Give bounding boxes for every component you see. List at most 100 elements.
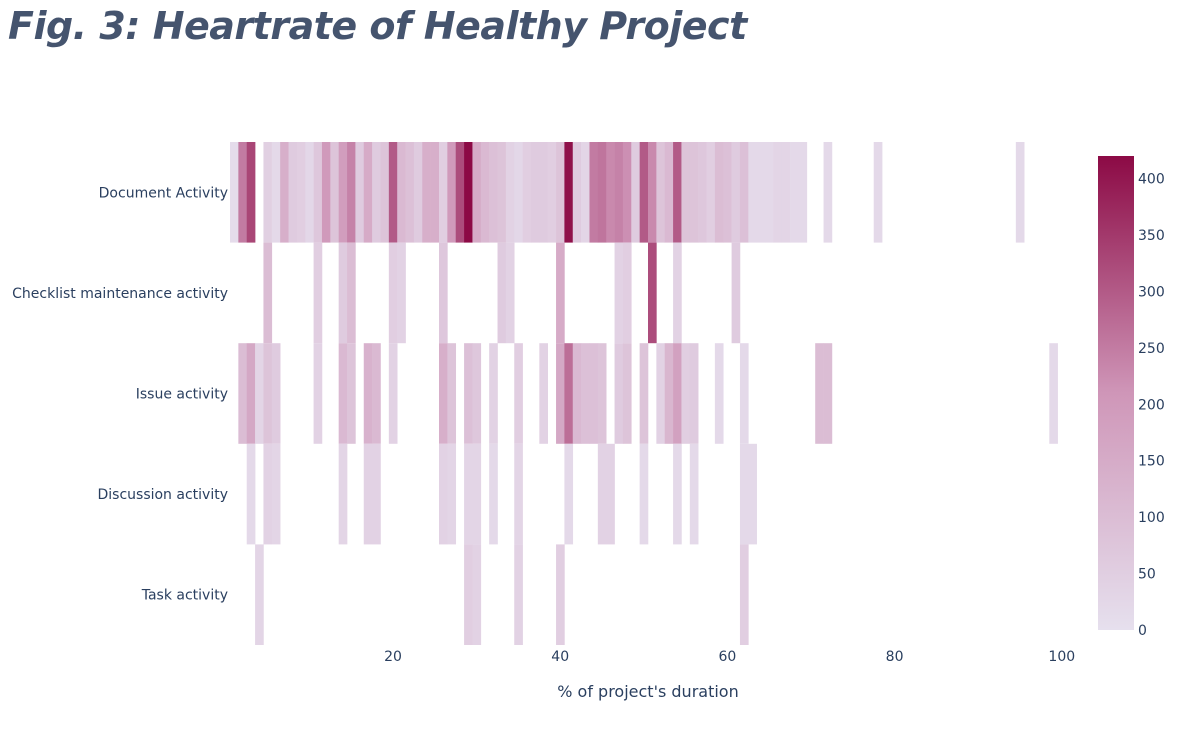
heatmap-cell <box>614 343 624 444</box>
heatmap-cell <box>464 142 473 243</box>
colorbar-tick-label: 150 <box>1138 454 1165 470</box>
heatmap-cell <box>823 343 833 444</box>
heatmap-cell <box>447 142 457 243</box>
heatmap-cell <box>547 142 557 243</box>
heatmap-cell <box>673 142 682 243</box>
colorbar-tick-label: 350 <box>1138 228 1165 244</box>
colorbar-tick-label: 0 <box>1138 623 1147 639</box>
heatmap-cell <box>430 142 440 243</box>
heatmap-cell <box>313 242 323 344</box>
heatmap-cell <box>363 443 373 545</box>
heatmap-cell <box>372 443 381 545</box>
y-axis-tick-labels: Document Activity Checklist maintenance a… <box>12 185 228 603</box>
x-tick-label: 40 <box>551 649 569 665</box>
heatmap-cell <box>539 142 548 243</box>
heatmap-cell <box>505 242 515 344</box>
heatmap-cell <box>1049 343 1058 444</box>
colorbar-tick-label: 100 <box>1138 510 1165 526</box>
heatmap-cell <box>263 443 273 545</box>
heatmap-cell <box>673 343 682 444</box>
heatmap-cell <box>464 343 473 444</box>
heatmap-cell <box>246 443 256 545</box>
heatmap-cell <box>664 343 674 444</box>
heatmap-cell <box>347 142 356 243</box>
heatmap-cell <box>581 142 590 243</box>
heatmap-cell <box>589 142 599 243</box>
plot-area <box>230 142 1058 645</box>
x-tick-label: 100 <box>1048 649 1075 665</box>
heatmap-cell <box>739 443 749 545</box>
heatmap-cell <box>489 343 498 444</box>
heatmap-cell <box>656 142 666 243</box>
heatmap-cell <box>238 142 248 243</box>
heatmap-cell <box>296 142 306 243</box>
heatmap-cell <box>514 142 523 243</box>
x-tick-label: 80 <box>886 649 904 665</box>
heatmap-cell <box>472 343 482 444</box>
heatmap-cell <box>564 343 574 444</box>
heatmap-cell <box>338 443 348 545</box>
heatmap-cell <box>347 343 356 444</box>
heatmap-cell <box>631 142 640 243</box>
heatmap-cell <box>439 142 448 243</box>
heatmap-cell <box>355 142 365 243</box>
heatmap-cell <box>305 142 314 243</box>
heatmap-cell <box>388 242 398 344</box>
heatmap-cell <box>522 142 532 243</box>
heatmap-cell <box>798 142 808 243</box>
heatmap-cell <box>514 443 523 545</box>
heatmap-cell <box>397 142 406 243</box>
heatmap-cell <box>246 142 256 243</box>
colorbar-tick-label: 250 <box>1138 341 1165 357</box>
heatmap-cell <box>673 242 682 344</box>
heatmap-cell <box>739 343 749 444</box>
x-tick-label: 60 <box>718 649 736 665</box>
heatmap-cell <box>748 142 757 243</box>
heatmap-cell <box>439 242 448 344</box>
heatmap-cell <box>614 142 624 243</box>
heatmap-cell <box>489 142 498 243</box>
heatmap-cell <box>731 142 741 243</box>
heatmap-cell <box>714 343 724 444</box>
heatmap-cell <box>347 242 356 344</box>
heatmap-cell <box>280 142 289 243</box>
heatmap-cell <box>873 142 883 243</box>
heatmap-cell <box>255 544 264 645</box>
heatmap-cell <box>246 343 256 444</box>
heatmap-cell <box>313 142 323 243</box>
heatmap-cell <box>255 343 264 444</box>
heatmap-cell <box>372 142 381 243</box>
heatmap-cell <box>455 142 465 243</box>
heatmap-cell <box>781 142 791 243</box>
heatmap-cell <box>606 142 615 243</box>
heatmap-cell <box>589 343 599 444</box>
heatmap-cell <box>790 142 799 243</box>
heatmap-cell <box>748 443 757 545</box>
heatmap-cell <box>581 343 590 444</box>
heatmap-cell <box>622 343 632 444</box>
x-tick-label: 20 <box>384 649 402 665</box>
heatmap-cell <box>472 544 482 645</box>
heatmap-cell <box>363 142 373 243</box>
heatmap-cell <box>648 142 657 243</box>
heatmap-cell <box>472 443 482 545</box>
heatmap-cell <box>497 142 507 243</box>
heatmap-cell <box>238 343 248 444</box>
heatmap-cell <box>597 142 607 243</box>
heatmap-cell <box>439 343 448 444</box>
colorbar-tick-label: 300 <box>1138 284 1165 300</box>
heatmap-cell <box>564 443 574 545</box>
y-tick-label: Discussion activity <box>97 487 228 503</box>
heatmap-cell <box>330 142 339 243</box>
heatmap-cell <box>338 242 348 344</box>
figure-title: Fig. 3: Heartrate of Healthy Project <box>8 4 747 48</box>
heatmap-cell <box>530 142 540 243</box>
heatmap-cell <box>597 343 607 444</box>
y-tick-label: Checklist maintenance activity <box>12 286 228 302</box>
heatmap-cell <box>606 443 615 545</box>
heatmap-cell <box>815 343 824 444</box>
heatmap-cell <box>556 242 565 344</box>
y-tick-label: Issue activity <box>136 387 228 403</box>
heatmap-cell <box>556 343 565 444</box>
heatmap-cell <box>439 443 448 545</box>
